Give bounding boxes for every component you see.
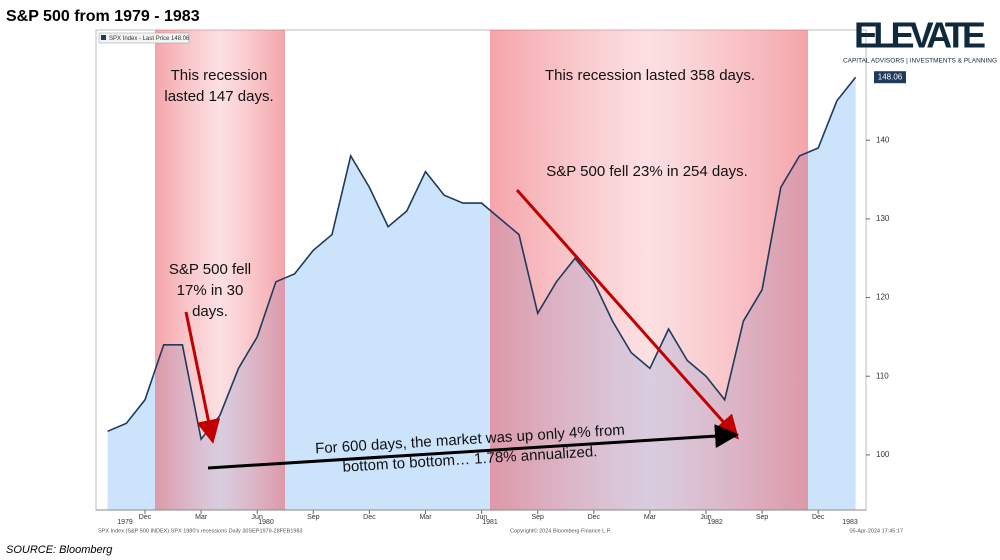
year-label: 1979 bbox=[117, 519, 133, 526]
annotation: S&P 500 fell 23% in 254 days. bbox=[546, 163, 748, 180]
x-tick-label: Dec bbox=[588, 514, 601, 521]
x-tick-label: Dec bbox=[363, 514, 376, 521]
footer-left: SPX Index (S&P 500 INDEX) SPX 1980's rec… bbox=[98, 528, 303, 534]
x-tick-label: Dec bbox=[812, 514, 825, 521]
x-tick-label: Dec bbox=[139, 514, 152, 521]
arrow bbox=[207, 424, 739, 470]
legend bbox=[98, 32, 190, 44]
footer-center: Copyright© 2024 Bloomberg Finance L.P. bbox=[510, 527, 612, 534]
y-tick-label: 120 bbox=[876, 293, 890, 302]
year-label: 1981 bbox=[482, 519, 498, 526]
source: SOURCE: Bloomberg bbox=[6, 544, 113, 556]
footer-right: 05-Apr-2024 17:45:17 bbox=[849, 528, 903, 534]
y-tick-label: 130 bbox=[876, 214, 890, 223]
year-label: 1980 bbox=[258, 519, 274, 526]
logo: ELEVATE bbox=[854, 15, 986, 56]
last-price-label: 148.06 bbox=[878, 72, 903, 81]
logo-tagline: CAPITAL ADVISORS | INVESTMENTS & PLANNIN… bbox=[843, 58, 997, 65]
x-tick-label: Mar bbox=[195, 514, 208, 521]
x-tick-label: Sep bbox=[531, 514, 544, 521]
year-label: 1982 bbox=[707, 519, 723, 526]
annotation: days. bbox=[192, 303, 228, 320]
legend-label: SPX Index - Last Price 148.06 bbox=[109, 36, 190, 42]
recession-band bbox=[490, 30, 808, 510]
annotation: This recession lasted 358 days. bbox=[545, 67, 755, 84]
x-tick-label: Jun bbox=[700, 514, 711, 521]
x-tick-label: Jun bbox=[252, 514, 263, 521]
annotation: 17% in 30 bbox=[177, 282, 244, 299]
legend-swatch bbox=[101, 35, 106, 40]
plot bbox=[107, 30, 857, 510]
arrow bbox=[515, 189, 739, 440]
annotation: This recession bbox=[171, 67, 268, 84]
last-price-box bbox=[874, 71, 906, 84]
x-tick-label: Jun bbox=[476, 514, 487, 521]
y-tick-label: 100 bbox=[876, 450, 890, 459]
year-label: 1983 bbox=[842, 519, 858, 526]
line bbox=[107, 76, 857, 442]
x-tick-label: Sep bbox=[307, 514, 320, 521]
x-tick-label: Mar bbox=[419, 514, 432, 521]
title: S&P 500 from 1979 - 1983 bbox=[6, 8, 200, 25]
annotation: lasted 147 days. bbox=[164, 88, 273, 105]
annotation: S&P 500 fell bbox=[169, 261, 251, 278]
y-tick-label: 140 bbox=[876, 135, 890, 144]
x-tick-label: Sep bbox=[756, 514, 769, 521]
arrow bbox=[184, 311, 221, 444]
x-tick-label: Mar bbox=[644, 514, 657, 521]
y-tick-label: 110 bbox=[876, 371, 889, 380]
